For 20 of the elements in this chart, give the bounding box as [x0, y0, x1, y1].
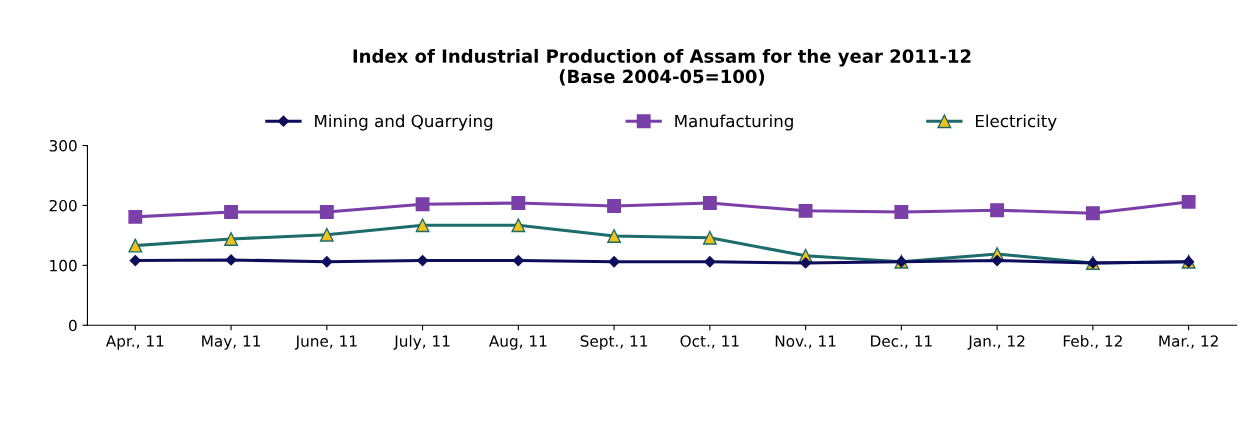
legend-label: Electricity — [976, 114, 1057, 131]
legend-label: Manufacturing — [675, 114, 793, 131]
x-tick-label: July, 11 — [393, 335, 450, 350]
x-tick-label: Apr., 11 — [105, 335, 164, 350]
x-tick-label: Mar., 12 — [1159, 335, 1218, 349]
x-tick-label: Sept., 11 — [580, 335, 648, 350]
x-tick-label: Nov., 11 — [775, 335, 836, 349]
x-tick-label: Jan., 12 — [967, 335, 1025, 350]
y-tick-label: 100 — [50, 259, 77, 272]
x-tick-label: Feb., 12 — [1063, 335, 1122, 349]
x-tick-label: Oct., 11 — [680, 335, 739, 349]
y-tick-label: 200 — [49, 199, 77, 212]
chart-title: Index of Industrial Production of Assam for the year 2011-12 (Base 2004-05=100) — [353, 48, 971, 86]
x-tick-label: Dec., 11 — [871, 335, 932, 349]
y-tick-label: 300 — [49, 139, 77, 152]
x-tick-label: May, 11 — [202, 335, 261, 350]
y-tick-label: 0 — [68, 319, 77, 332]
legend-label: Mining and Quarrying — [315, 114, 493, 131]
x-tick-label: June, 11 — [294, 335, 357, 350]
x-tick-label: Aug, 11 — [488, 335, 547, 350]
